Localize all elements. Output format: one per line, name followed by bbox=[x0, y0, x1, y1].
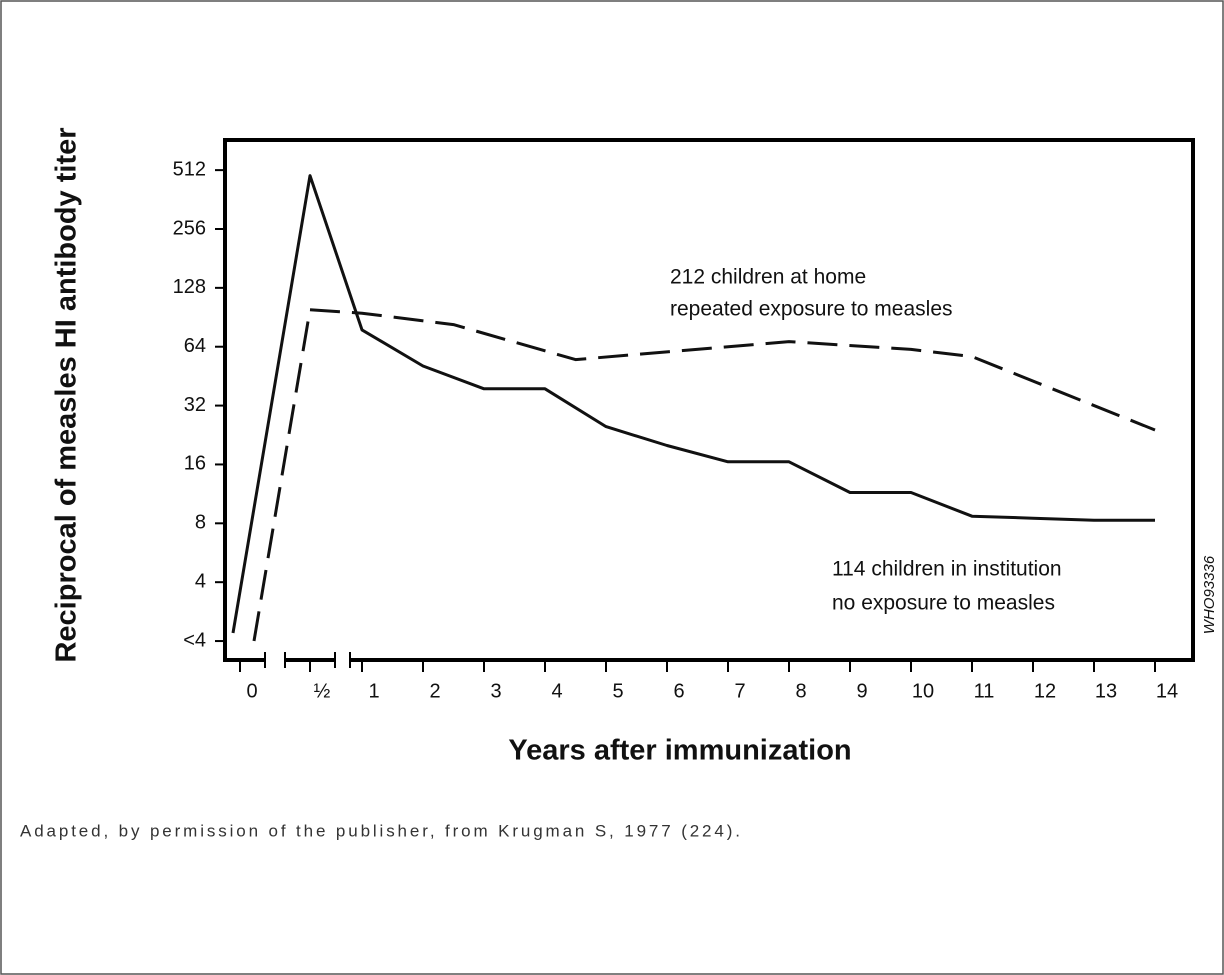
x-tick-label: 8 bbox=[795, 680, 806, 702]
y-tick-label: 64 bbox=[184, 335, 206, 357]
y-tick-label: 512 bbox=[173, 158, 206, 180]
y-axis-title: Reciprocal of measles HI antibody titer bbox=[51, 127, 83, 662]
x-tick-label: 12 bbox=[1034, 680, 1056, 702]
y-tick-label: 8 bbox=[195, 512, 206, 534]
x-tick-label: 9 bbox=[856, 680, 867, 702]
x-tick-label: 7 bbox=[734, 680, 745, 702]
x-tick-label: 6 bbox=[673, 680, 684, 702]
x-tick-label: 10 bbox=[912, 680, 934, 702]
caption: Adapted, by permission of the publisher,… bbox=[20, 821, 740, 840]
x-tick-label: 4 bbox=[551, 680, 562, 702]
x-tick-label: ½ bbox=[314, 680, 331, 702]
series-line bbox=[252, 308, 1156, 642]
series-line bbox=[231, 174, 1155, 634]
y-tick-label: 16 bbox=[184, 453, 206, 475]
annotation: repeated exposure to measles bbox=[670, 298, 953, 321]
y-tick-label: 4 bbox=[195, 570, 206, 592]
x-tick-label: 5 bbox=[612, 680, 623, 702]
x-tick-label: 0 bbox=[246, 680, 257, 702]
annotation: 212 children at home bbox=[670, 266, 866, 289]
axis-break bbox=[264, 652, 351, 668]
x-tick-label: 14 bbox=[1156, 680, 1178, 702]
annotation: 114 children in institution bbox=[832, 558, 1062, 581]
y-tick-label: 128 bbox=[173, 276, 206, 298]
x-axis-title: Years after immunization bbox=[508, 735, 851, 767]
x-tick-label: 13 bbox=[1095, 680, 1117, 702]
y-tick-label: 256 bbox=[173, 217, 206, 239]
x-tick-label: 3 bbox=[490, 680, 501, 702]
y-tick-label: 32 bbox=[184, 394, 206, 416]
y-tick-label: <4 bbox=[183, 629, 206, 651]
x-tick-label: 2 bbox=[429, 680, 440, 702]
annotation: no exposure to measles bbox=[832, 592, 1055, 615]
x-tick-label: 1 bbox=[368, 680, 379, 702]
x-tick-label: 11 bbox=[974, 680, 995, 702]
figure-code: WHO93336 bbox=[1201, 555, 1218, 634]
